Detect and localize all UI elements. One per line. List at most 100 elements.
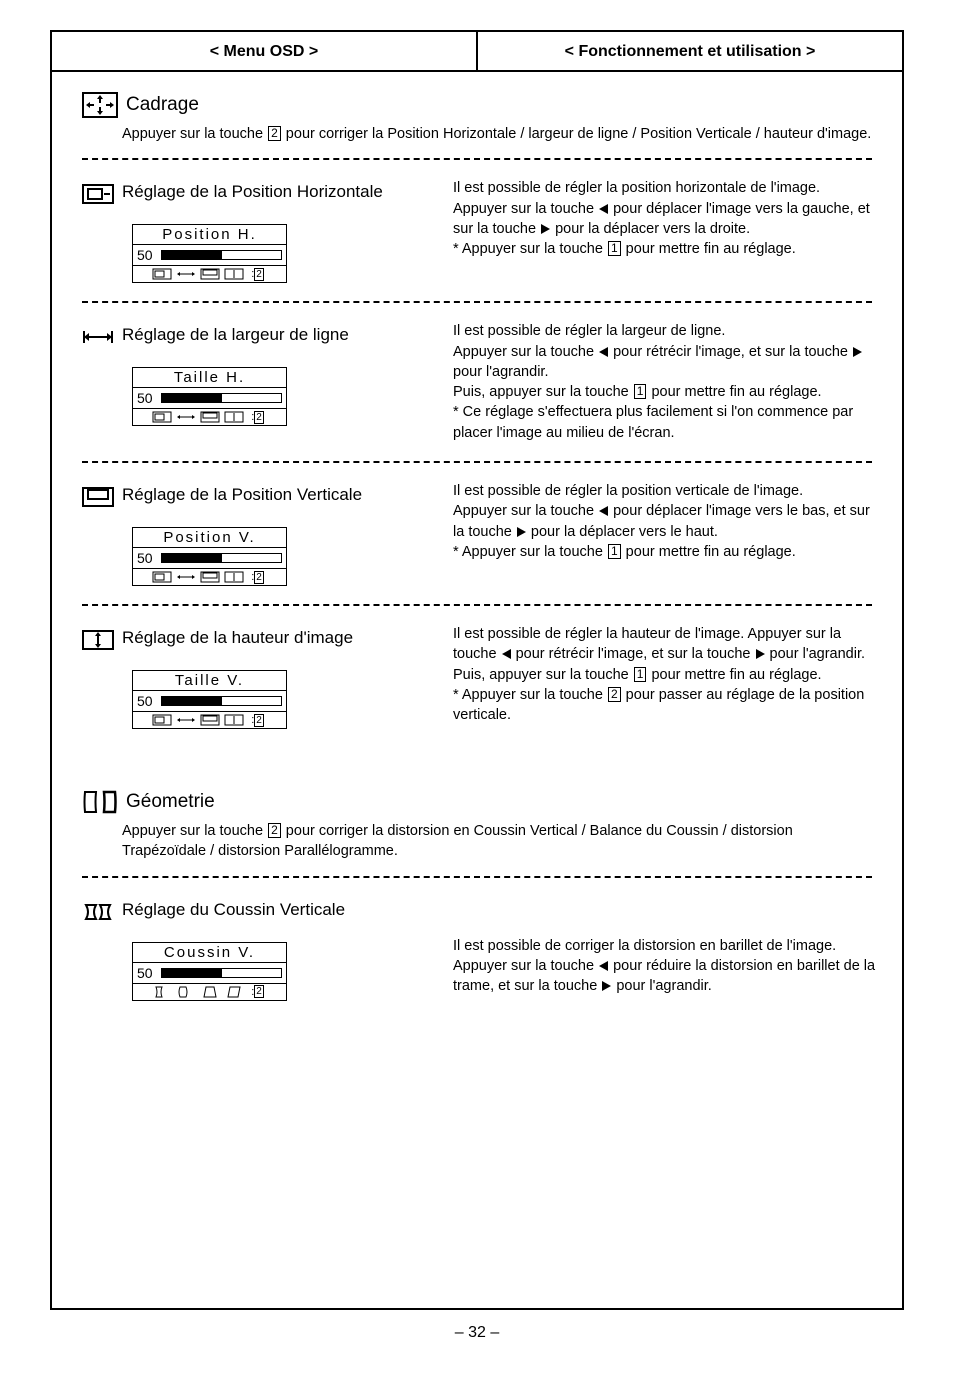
item-title: Réglage du Coussin Verticale: [122, 900, 345, 920]
right-arrow-icon: [853, 347, 862, 357]
desc-line: Appuyer sur la touche pour déplacer l'im…: [453, 501, 878, 542]
mini-hpos-icon: [151, 410, 173, 424]
osd-track: [161, 250, 282, 260]
mini-vsize-icon: [223, 713, 245, 727]
osd-label: Position H.: [133, 225, 286, 245]
osd-value: 50: [137, 390, 157, 406]
osd-label: Taille V.: [133, 671, 286, 691]
cadrage-title: Cadrage: [126, 94, 199, 116]
item-row: Réglage de la Position Horizontale Posit…: [52, 168, 902, 293]
osd-box: Position H. 50 :2: [132, 224, 287, 283]
mini-trap-icon: [199, 985, 221, 999]
mini-label: :2: [247, 985, 269, 999]
osd-fill: [162, 251, 222, 259]
osd-value: 50: [137, 550, 157, 566]
osd-value: 50: [137, 247, 157, 263]
desc-note: * Appuyer sur la touche 1 pour mettre fi…: [453, 542, 878, 562]
osd-label: Coussin V.: [133, 943, 286, 963]
mini-vpos-icon: [199, 410, 221, 424]
osd-value: 50: [137, 693, 157, 709]
desc-extra: * Ce réglage s'effectuera plus facilemen…: [453, 402, 878, 443]
osd-fill: [162, 969, 222, 977]
cadrage-icon: [82, 92, 118, 118]
desc-line: Il est possible de régler la position ve…: [453, 481, 878, 501]
item-row: Réglage du Coussin Verticale Coussin V. …: [52, 886, 902, 1011]
osd-icon-row: :2: [133, 711, 286, 728]
osd-fill: [162, 394, 222, 402]
osd-box: Taille V. 50 :2: [132, 670, 287, 729]
left-arrow-icon: [599, 506, 608, 516]
item-left: Réglage de la Position Verticale Positio…: [52, 471, 443, 596]
osd-icon-row: :2: [133, 408, 286, 425]
key-box: 2: [608, 687, 621, 702]
item-left: Réglage de la largeur de ligne Taille H.…: [52, 311, 443, 453]
right-arrow-icon: [756, 649, 765, 659]
cadrage-desc-b: pour corriger la Position Horizontale / …: [282, 126, 872, 142]
mini-vsize-icon: [223, 570, 245, 584]
item-title: Réglage de la largeur de ligne: [122, 325, 349, 345]
item-title: Réglage de la Position Horizontale: [122, 182, 383, 202]
right-arrow-icon: [541, 224, 550, 234]
item-right: Il est possible de régler la hauteur de …: [443, 614, 902, 739]
left-arrow-icon: [599, 961, 608, 971]
mini-para-icon: [223, 985, 245, 999]
hpos-icon: [82, 184, 114, 204]
dashed-divider: [82, 461, 872, 463]
dashed-divider: [82, 876, 872, 878]
mini-hsize-icon: [175, 713, 197, 727]
item-row: Réglage de la Position Verticale Positio…: [52, 471, 902, 596]
geometrie-title: Géometrie: [126, 791, 215, 813]
cadrage-desc: Appuyer sur la touche 2 pour corriger la…: [122, 124, 872, 144]
osd-track: [161, 968, 282, 978]
desc-line: Appuyer sur la touche pour rétrécir l'im…: [453, 342, 878, 383]
desc-line: Il est possible de régler la position ho…: [453, 178, 878, 198]
mini-label: :2: [247, 713, 269, 727]
mini-hpos-icon: [151, 267, 173, 281]
desc-line: Appuyer sur la touche pour réduire la di…: [453, 956, 878, 997]
item-right: Il est possible de régler la position ho…: [443, 168, 902, 293]
mini-vpos-icon: [199, 713, 221, 727]
osd-label: Position V.: [133, 528, 286, 548]
mini-label: :2: [247, 267, 269, 281]
mini-hpos-icon: [151, 570, 173, 584]
mini-vpos-icon: [199, 267, 221, 281]
desc-line: Il est possible de régler la hauteur de …: [453, 624, 878, 665]
dashed-divider: [82, 301, 872, 303]
key-box: 1: [608, 241, 621, 256]
hsize-icon: [82, 327, 114, 347]
header-left: < Menu OSD >: [52, 32, 478, 70]
page-number: – 32 –: [50, 1324, 904, 1342]
desc-note: Puis, appuyer sur la touche 1 pour mettr…: [453, 665, 878, 685]
item-left: Réglage du Coussin Verticale Coussin V. …: [52, 886, 443, 1011]
osd-icon-row: :2: [133, 568, 286, 585]
section-cadrage: Cadrage Appuyer sur la touche 2 pour cor…: [52, 72, 902, 150]
osd-box: Taille H. 50 :2: [132, 367, 287, 426]
mini-hsize-icon: [175, 267, 197, 281]
desc-line: Il est possible de régler la largeur de …: [453, 321, 878, 341]
mini-vpos-icon: [199, 570, 221, 584]
item-right: Il est possible de régler la largeur de …: [443, 311, 902, 453]
mini-vsize-icon: [223, 410, 245, 424]
mini-vsize-icon: [223, 267, 245, 281]
osd-box: Position V. 50 :2: [132, 527, 287, 586]
item-left: Réglage de la hauteur d'image Taille V. …: [52, 614, 443, 739]
geometrie-icon: [82, 789, 118, 815]
mini-hsize-icon: [175, 410, 197, 424]
item-title: Réglage de la Position Verticale: [122, 485, 362, 505]
vpos-icon: [82, 487, 114, 507]
mini-pin-icon: [151, 985, 173, 999]
mini-label: :2: [247, 410, 269, 424]
dashed-divider: [82, 604, 872, 606]
osd-label: Taille H.: [133, 368, 286, 388]
section-geometrie: Géometrie Appuyer sur la touche 2 pour c…: [52, 739, 902, 868]
pincushion-icon: [82, 902, 114, 922]
mini-hsize-icon: [175, 570, 197, 584]
desc-extra: * Appuyer sur la touche 2 pour passer au…: [453, 685, 878, 726]
key-box: 1: [608, 544, 621, 559]
key-2-b: 2: [268, 823, 281, 838]
osd-value: 50: [137, 965, 157, 981]
vsize-icon: [82, 630, 114, 650]
desc-note: * Appuyer sur la touche 1 pour mettre fi…: [453, 239, 878, 259]
right-arrow-icon: [517, 527, 526, 537]
osd-track: [161, 696, 282, 706]
